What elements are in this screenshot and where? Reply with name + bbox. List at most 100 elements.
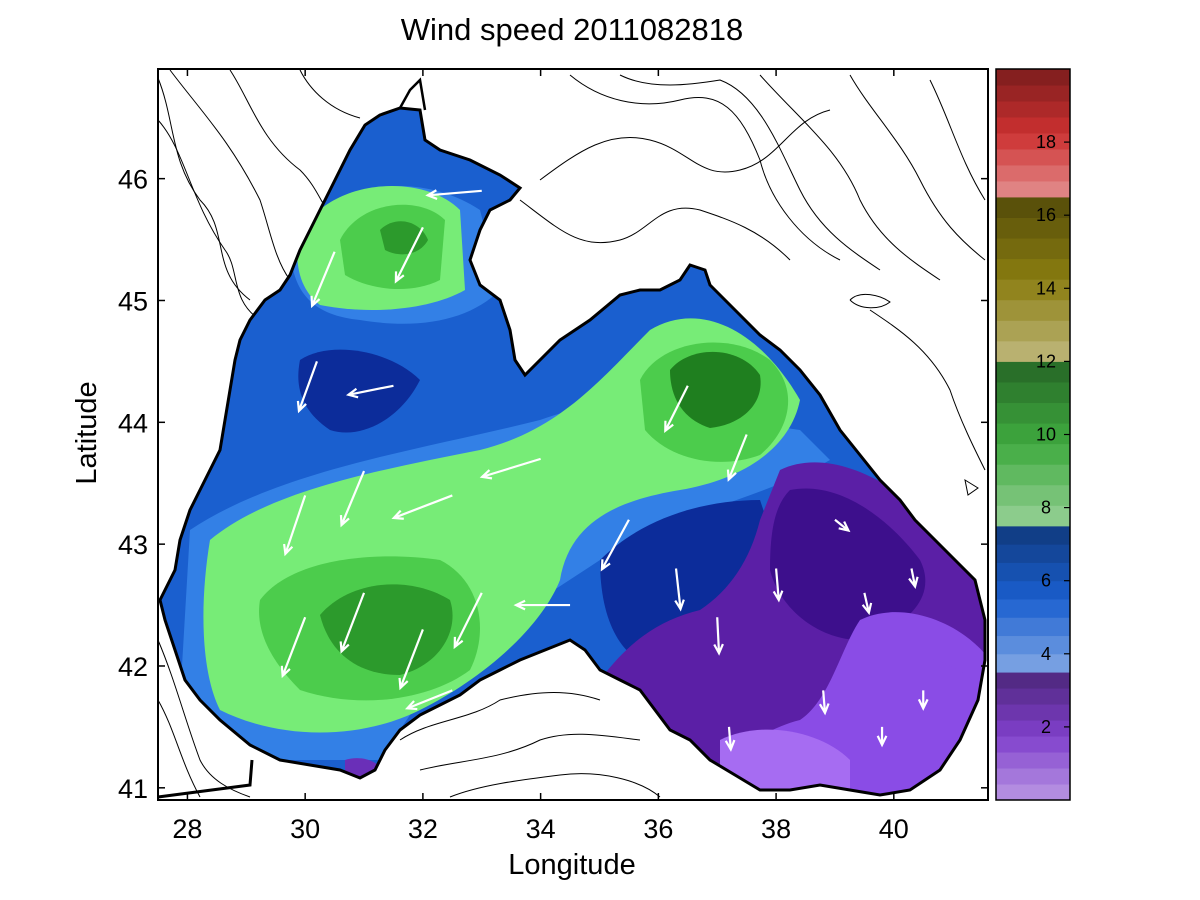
wind-arrow [394, 226, 424, 284]
wind-arrow [398, 629, 424, 691]
wind-arrow [310, 251, 336, 309]
colorbar-segment [996, 443, 1070, 465]
colorbar-segment [996, 688, 1070, 705]
x-tick-label: 34 [526, 814, 556, 844]
coastline-inlet [398, 77, 427, 111]
colorbar-segment [996, 704, 1070, 721]
wind-arrow [917, 690, 929, 711]
colorbar-tick-label: 10 [1036, 425, 1056, 445]
x-axis-label: Longitude [508, 849, 635, 881]
colorbar-segment [996, 320, 1070, 342]
colorbar-segment [996, 484, 1070, 506]
y-tick-label: 45 [118, 286, 148, 316]
land-contours [157, 69, 986, 798]
colorbar-segment [996, 505, 1070, 527]
colorbar-tick-label: 14 [1036, 278, 1056, 298]
wind-arrow [391, 494, 453, 520]
colorbar-tick-label: 2 [1041, 717, 1051, 737]
colorbar-segment [996, 464, 1070, 486]
colorbar-segment [996, 562, 1070, 582]
colorbar-segment [996, 423, 1070, 445]
x-tick-label: 28 [172, 814, 202, 844]
x-tick-label: 40 [879, 814, 909, 844]
colorbar-segment [996, 752, 1070, 769]
plot-frame [157, 68, 989, 801]
wind-arrow [513, 599, 571, 611]
wind-arrow [876, 726, 888, 748]
wind-vectors [280, 189, 929, 752]
wind-arrow [674, 568, 685, 612]
colorbar-segment [996, 736, 1070, 753]
colorbar-tick-label: 4 [1041, 644, 1051, 664]
colorbar-segment [996, 299, 1070, 321]
colorbar-segment [996, 768, 1070, 785]
colorbar-segment [996, 164, 1070, 182]
wind-arrow [280, 616, 307, 679]
colorbar-segment [996, 653, 1070, 673]
wind-arrow [724, 726, 736, 752]
x-tick-label: 32 [408, 814, 438, 844]
wind-arrow [713, 617, 724, 656]
colorbar-tick-label: 8 [1041, 498, 1051, 518]
chart-title: Wind speed 2011082818 [401, 12, 743, 47]
colorbar-segment [996, 598, 1070, 618]
x-tick-label: 38 [761, 814, 791, 844]
colorbar-segment [996, 402, 1070, 424]
wind-arrow [345, 384, 394, 399]
wind-arrow [283, 495, 307, 557]
wind-arrow [772, 568, 784, 603]
y-axis-label: Latitude [71, 381, 103, 484]
y-tick-label: 46 [118, 165, 148, 195]
x-tick-label: 36 [643, 814, 673, 844]
colorbar-segment [996, 544, 1070, 563]
wind-arrow [726, 434, 748, 482]
wind-arrow [339, 470, 366, 528]
colorbar-segment [996, 381, 1070, 404]
wind-arrow [664, 385, 689, 434]
colorbar-segment [996, 238, 1070, 260]
coastline-south-edge [157, 759, 254, 799]
colorbar-segment [996, 340, 1070, 362]
colorbar-tick-label: 6 [1041, 571, 1051, 591]
colorbar-segment [996, 148, 1070, 166]
colorbar-segment [996, 116, 1070, 134]
y-tick-label: 44 [118, 408, 148, 438]
colorbar-tick-label: 16 [1036, 205, 1056, 225]
colorbar-segment [996, 525, 1070, 545]
y-tick-label: 43 [118, 530, 148, 560]
colorbar-segment [996, 617, 1070, 637]
sea-contour-fills [160, 108, 985, 795]
colorbar-segment [996, 580, 1070, 600]
colorbar-segment [996, 672, 1070, 689]
colorbar-segment [996, 132, 1070, 150]
colorbar-segment [996, 784, 1070, 801]
colorbar-segment [996, 258, 1070, 280]
y-tick-label: 41 [118, 774, 148, 804]
wind-arrow [453, 592, 483, 650]
coastline [158, 106, 987, 797]
colorbar-ticks: 2 4 6 8 10 12 14 16 18 [1036, 132, 1070, 737]
wind-arrow [861, 592, 873, 616]
colorbar-segment [996, 720, 1070, 737]
wind-arrow [600, 519, 630, 572]
colorbar-segment [996, 69, 1070, 86]
wind-arrow [834, 518, 851, 533]
colorbar-segment [996, 84, 1070, 102]
y-axis-ticks: 41 42 43 44 45 46 [118, 165, 988, 804]
wind-arrow [339, 592, 366, 654]
y-tick-label: 42 [118, 652, 148, 682]
colorbar-segment [996, 196, 1070, 218]
wind-arrow [818, 690, 830, 716]
wind-arrow [296, 361, 318, 414]
wind-arrow [404, 689, 453, 711]
wind-arrow [908, 568, 919, 589]
wind-arrow [425, 189, 482, 200]
colorbar-segment [996, 100, 1070, 118]
colorbar-segment [996, 217, 1070, 239]
colorbar-segment [996, 635, 1070, 655]
colorbar-tick-label: 18 [1036, 132, 1056, 152]
colorbar-segment [996, 279, 1070, 301]
colorbar-segment [996, 361, 1070, 383]
wind-arrow [479, 457, 541, 480]
